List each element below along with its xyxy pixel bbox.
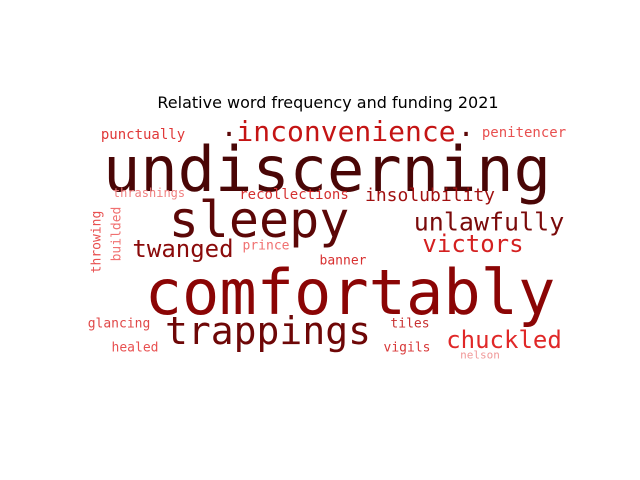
word-chuckled: chuckled xyxy=(446,326,562,354)
word-punctually: punctually xyxy=(100,127,186,143)
word-recollections: recollections xyxy=(239,187,349,203)
chart-title: Relative word frequency and funding 2021 xyxy=(157,93,499,112)
word-tiles: tiles xyxy=(390,316,430,332)
word-prince: prince xyxy=(242,238,290,254)
word-undiscerning: undiscerning xyxy=(103,133,551,206)
word-unlawfully: unlawfully xyxy=(413,207,565,237)
word-banner: banner xyxy=(319,253,367,269)
word-inconvenience: inconvenience xyxy=(236,115,456,148)
word-twanged: twanged xyxy=(132,235,234,263)
word-healed: healed xyxy=(111,340,159,356)
word-throwing: throwing xyxy=(89,210,105,274)
word-builded: builded xyxy=(109,206,125,262)
word-sleepy: sleepy xyxy=(168,191,350,249)
word-dot-24: . xyxy=(457,110,475,143)
word-nelson: nelson xyxy=(460,348,500,362)
word-penitencer: penitencer xyxy=(481,125,567,141)
word-dot-23: . xyxy=(220,110,238,143)
word-insolubility: insolubility xyxy=(364,185,496,206)
word-comfortably: comfortably xyxy=(144,256,556,329)
word-vigils: vigils xyxy=(383,340,431,356)
word-trappings: trappings xyxy=(165,309,371,353)
word-thrashings: thrashings xyxy=(112,186,186,200)
word-victors: victors xyxy=(422,230,524,258)
word-glancing: glancing xyxy=(87,316,151,332)
